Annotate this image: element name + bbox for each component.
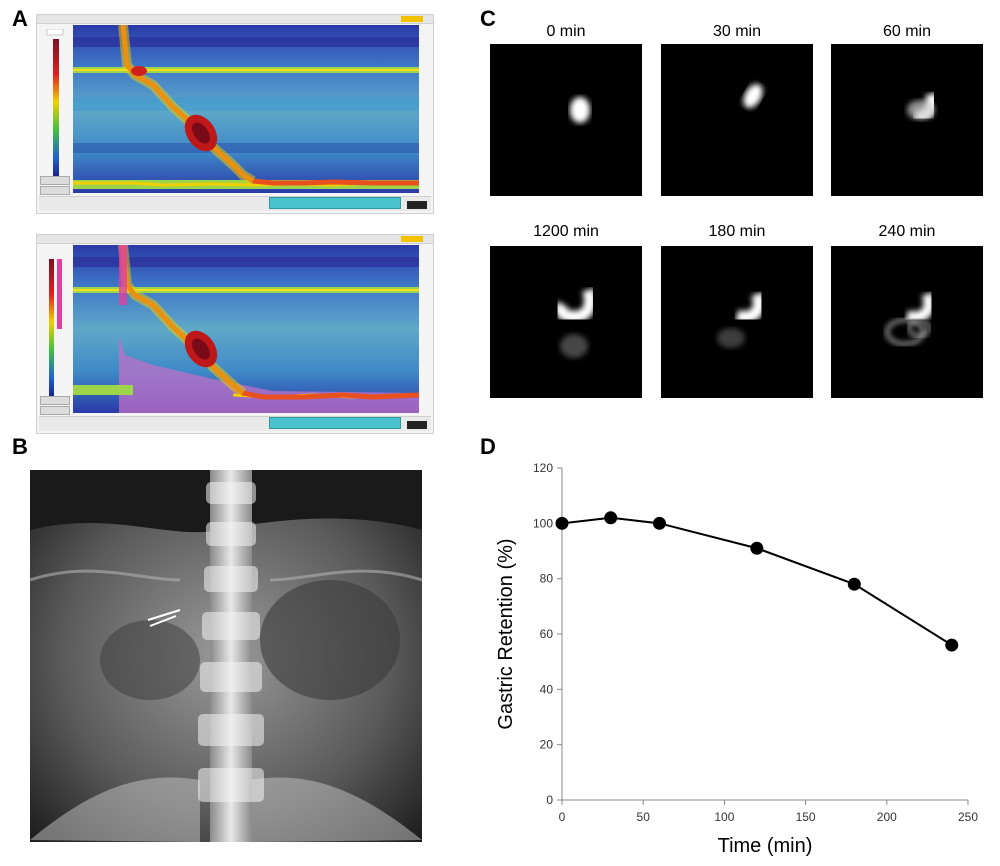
scan-label-180: 180 min — [708, 223, 766, 240]
xray-image — [30, 470, 422, 842]
side-button — [40, 186, 70, 195]
scan-frame-30 — [661, 44, 813, 196]
data-point — [555, 516, 569, 530]
y-tick-label: 20 — [540, 738, 554, 752]
scan-frame-180 — [661, 246, 813, 398]
analysis-button — [269, 197, 401, 209]
chart-ticks: 0 20 40 60 80 100 120 0 50 100 150 200 250 — [533, 461, 978, 824]
scan-label-0: 0 min — [546, 23, 586, 40]
analysis-button — [269, 417, 401, 429]
window-title-bar — [37, 235, 433, 244]
data-point — [604, 511, 618, 525]
pressure-color-scale — [46, 29, 64, 179]
scan-frame-240 — [831, 246, 983, 398]
abdominal-xray — [30, 470, 422, 842]
pressure-topography-bottom — [73, 245, 419, 413]
y-tick-label: 120 — [533, 461, 553, 475]
pressure-color-scale — [49, 259, 62, 399]
window-marker — [401, 16, 423, 22]
data-point — [847, 577, 861, 591]
scan-label-240: 240 min — [878, 223, 936, 240]
x-tick-label: 250 — [958, 810, 978, 824]
y-tick-label: 80 — [540, 572, 554, 586]
scan-frame-60 — [831, 44, 983, 196]
panel-label-a: A — [12, 6, 28, 31]
x-tick-label: 200 — [877, 810, 897, 824]
x-tick-label: 0 — [559, 810, 566, 824]
chart-axes — [561, 468, 968, 801]
x-tick-label: 150 — [796, 810, 816, 824]
data-point — [750, 541, 764, 555]
y-tick-label: 0 — [546, 793, 553, 807]
scan-label-30: 30 min — [712, 23, 762, 40]
window-title-bar — [37, 15, 433, 24]
playback-control — [407, 201, 427, 209]
x-axis-label: Time (min) — [718, 835, 813, 857]
x-tick-label: 100 — [714, 810, 734, 824]
manometry-plot-bottom — [36, 234, 434, 434]
manometry-plot-top — [36, 14, 434, 214]
y-axis-label: Gastric Retention (%) — [495, 538, 517, 729]
scan-frame-0 — [490, 44, 642, 196]
playback-control — [407, 421, 427, 429]
scan-label-1200: 1200 min — [533, 223, 599, 240]
scan-label-60: 60 min — [882, 23, 932, 40]
y-tick-label: 60 — [540, 627, 554, 641]
data-point — [652, 516, 666, 530]
x-tick-label: 50 — [637, 810, 651, 824]
data-point — [945, 638, 959, 652]
panel-label-c: C — [480, 6, 496, 31]
chart-series — [555, 511, 959, 652]
side-button — [40, 176, 70, 185]
pressure-topography-top — [73, 25, 419, 193]
series-line — [561, 516, 953, 646]
y-tick-label: 40 — [540, 682, 554, 696]
y-tick-label: 100 — [533, 516, 553, 530]
panel-label-b: B — [12, 434, 28, 459]
panel-label-d: D — [480, 434, 496, 459]
gastric-retention-chart: 0 20 40 60 80 100 120 0 50 100 150 200 250 Time (min… — [495, 461, 978, 857]
side-button — [40, 406, 70, 415]
window-marker — [401, 236, 423, 242]
side-button — [40, 396, 70, 405]
scan-frame-1200 — [490, 246, 642, 398]
